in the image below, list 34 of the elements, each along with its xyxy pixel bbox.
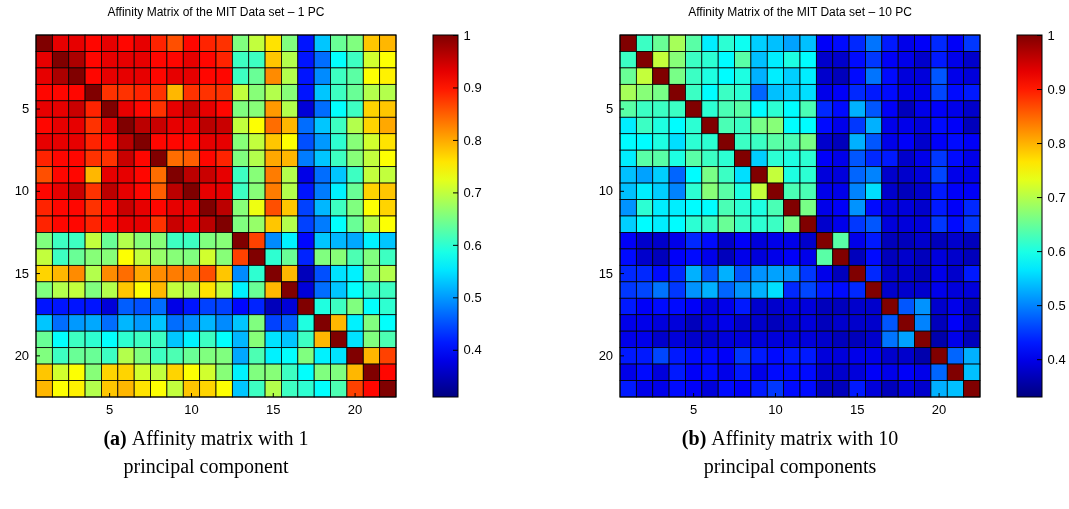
color-bar-label: 1 <box>1047 27 1055 43</box>
color-bar-label: 0.4 <box>463 342 482 358</box>
y-tick-label: 15 <box>598 265 614 281</box>
y-tick-label: 5 <box>21 101 30 117</box>
chart-title: Affinity Matrix of the MIT Data set – 1 PC <box>107 5 325 19</box>
color-bar-label: 0.7 <box>1047 189 1066 205</box>
y-tick-label: 15 <box>14 265 30 281</box>
x-tick-label: 5 <box>106 402 114 418</box>
x-tick-label: 15 <box>266 402 281 418</box>
color-bar-label: 0.7 <box>463 185 482 201</box>
chart-title: Affinity Matrix of the MIT Data set – 10 PC <box>688 5 913 19</box>
y-tick-label: 10 <box>14 183 30 199</box>
color-bar-label: 0.6 <box>1047 243 1066 259</box>
color-bar-label: 1 <box>463 27 471 43</box>
y-tick-label: 20 <box>598 348 614 364</box>
x-tick-label: 20 <box>931 402 947 418</box>
color-bar-label: 0.8 <box>463 132 482 148</box>
x-tick-label: 10 <box>184 402 199 418</box>
text: (a) Affinity matrix with 1 principal component <box>103 427 309 478</box>
color-bar-label: 0.4 <box>1047 351 1066 367</box>
x-tick-label: 15 <box>850 402 865 418</box>
color-bar-label: 0.9 <box>1047 81 1066 97</box>
color-bar-label: 0.8 <box>1047 135 1066 151</box>
x-tick-label: 10 <box>768 402 783 418</box>
color-bar-label: 0.5 <box>463 289 482 305</box>
x-tick-label: 20 <box>347 402 363 418</box>
y-tick-label: 20 <box>14 348 30 364</box>
y-tick-label: 10 <box>598 183 614 199</box>
text: (b) Affinity matrix with 10 principal components <box>681 427 899 478</box>
color-bar-label: 0.5 <box>1047 297 1066 313</box>
x-tick-label: 5 <box>690 402 698 418</box>
y-tick-label: 5 <box>605 101 614 117</box>
color-bar-label: 0.9 <box>463 80 482 96</box>
color-bar-label: 0.6 <box>463 237 482 253</box>
